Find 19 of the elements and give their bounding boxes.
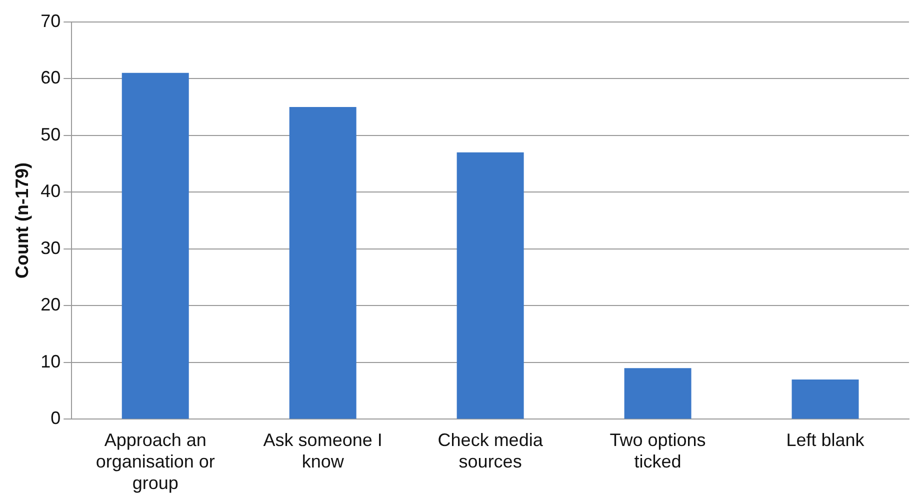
bar	[289, 106, 356, 419]
x-tick-label: Two options ticked	[610, 430, 706, 472]
y-tick-label: 50	[40, 124, 61, 144]
x-tick-label: Approach an organisation or group	[96, 430, 215, 494]
y-axis-title: Count (n-179)	[12, 162, 32, 278]
y-tick-label: 0	[50, 408, 61, 428]
y-tick-label: 30	[40, 238, 61, 258]
bar	[792, 379, 859, 419]
bar	[122, 72, 189, 419]
bar	[456, 152, 524, 419]
x-tick-label: Ask someone I know	[263, 430, 382, 472]
y-tick-label: 40	[40, 181, 61, 202]
x-tick-label: Check media sources	[438, 430, 544, 472]
bar	[624, 368, 692, 419]
x-tick-label: Left blank	[786, 430, 866, 450]
y-tick-label: 60	[40, 68, 61, 88]
y-tick-label: 10	[40, 351, 61, 372]
y-tick-label: 20	[40, 294, 61, 315]
y-tick-label: 70	[40, 10, 61, 31]
